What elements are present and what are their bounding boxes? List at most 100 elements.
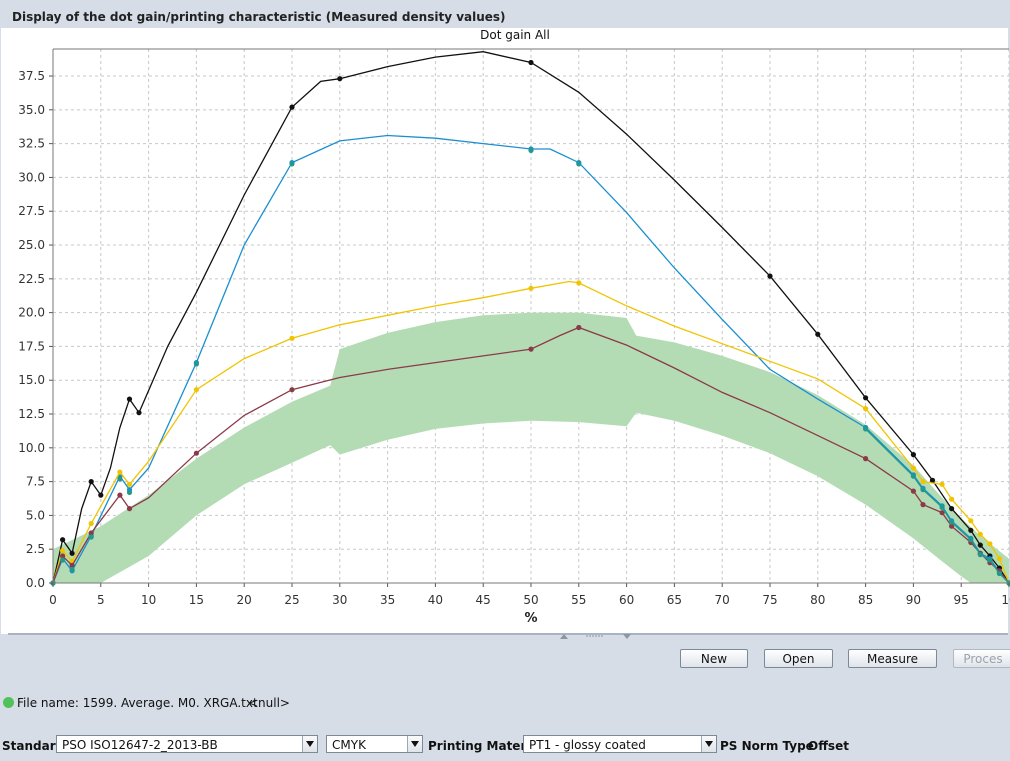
x-tick-label: 95 <box>954 593 969 607</box>
x-tick-label: 75 <box>762 593 777 607</box>
x-tick-label: 45 <box>476 593 491 607</box>
measure-button[interactable]: Measure <box>848 649 937 668</box>
standard-select[interactable]: PSO ISO12647-2_2013-BB <box>56 735 318 753</box>
new-button[interactable]: New <box>680 649 748 668</box>
series-point-5 <box>576 161 582 167</box>
chevron-down-icon[interactable] <box>407 736 422 752</box>
series-point-3 <box>977 531 983 537</box>
tolerance-band-area <box>53 312 1009 583</box>
chevron-down-icon[interactable] <box>302 736 317 752</box>
series-point-3 <box>60 548 66 554</box>
series-point-5 <box>949 519 955 525</box>
series-point-1 <box>929 477 936 483</box>
series-lines <box>50 51 1010 586</box>
x-tick-label: 25 <box>284 593 299 607</box>
x-tick-label: 30 <box>332 593 347 607</box>
series-point-3 <box>939 481 945 487</box>
x-tick-label: 60 <box>619 593 634 607</box>
series-line-3 <box>52 280 1010 584</box>
series-point-5 <box>289 161 295 167</box>
series-point-5 <box>117 476 123 482</box>
series-point-3 <box>910 465 917 471</box>
open-button[interactable]: Open <box>764 649 833 668</box>
series-point-5 <box>968 537 974 543</box>
series-point-3 <box>528 285 534 291</box>
standard-label: Standard <box>2 739 65 753</box>
series-point-4 <box>939 510 945 516</box>
series-point-4 <box>60 553 66 559</box>
series-point-1 <box>968 527 974 533</box>
series-point-3 <box>289 335 295 341</box>
x-tick-label: 0 <box>49 593 57 607</box>
series-point-4 <box>117 492 123 498</box>
tolerance-band <box>53 312 1009 583</box>
y-tick-label: 37.5 <box>18 69 45 83</box>
y-tick-label: 25.0 <box>18 238 45 252</box>
y-tick-label: 17.5 <box>18 339 45 353</box>
x-tick-label: 85 <box>858 593 873 607</box>
splitter-down-icon[interactable] <box>623 634 631 639</box>
y-tick-label: 20.0 <box>18 306 45 320</box>
x-tick-label: 70 <box>715 593 730 607</box>
colorspace-value: CMYK <box>332 738 366 752</box>
panel-title: Display of the dot gain/printing charact… <box>12 10 506 24</box>
series-point-5 <box>863 426 869 432</box>
series-point-1 <box>136 410 142 416</box>
chart-area: Dot gain All 0 5 10 15 20 25 30 35 40 45 50 55 60 65 7… <box>1 28 1010 639</box>
series-point-1 <box>126 396 133 402</box>
x-tick-label: 90 <box>906 593 921 607</box>
series-line-2 <box>52 134 1010 584</box>
process-button[interactable]: Proces <box>953 649 1010 668</box>
y-tick-label: 7.5 <box>26 475 45 489</box>
y-tick-label: 0.0 <box>26 576 45 590</box>
series-point-3 <box>920 479 926 485</box>
series-point-3 <box>126 481 133 487</box>
series-point-3 <box>968 518 974 524</box>
series-point-3 <box>987 541 993 547</box>
x-tick-label: 35 <box>380 593 395 607</box>
x-tick-label: 20 <box>237 593 252 607</box>
series-point-5 <box>939 504 945 510</box>
series-point-4 <box>88 530 94 536</box>
y-tick-label: 5.0 <box>26 508 45 522</box>
series-point-1 <box>863 395 869 401</box>
series-point-4 <box>528 346 534 352</box>
series-point-5 <box>126 489 133 495</box>
series-point-5 <box>996 570 1003 577</box>
series-point-1 <box>60 537 66 543</box>
chart-title: Dot gain All <box>480 28 550 42</box>
series-point-4 <box>949 523 955 529</box>
series-point-5 <box>60 557 66 563</box>
splitter-up-icon[interactable] <box>560 634 568 639</box>
printing-material-select[interactable]: PT1 - glossy coated <box>523 735 717 753</box>
x-tick-label: 55 <box>571 593 586 607</box>
series-point-4 <box>576 324 582 331</box>
settings-bar: Standard PSO ISO12647-2_2013-BB CMYK Pri… <box>0 733 1010 761</box>
null-value-label: <null> <box>248 696 290 710</box>
x-tick-label: 15 <box>189 593 204 607</box>
series-point-3 <box>117 469 123 475</box>
series-point-3 <box>863 406 869 412</box>
x-tick-label: 5 <box>97 593 105 607</box>
chevron-down-icon[interactable] <box>701 736 716 752</box>
printing-material-label: Printing Material <box>428 739 543 753</box>
series-point-5 <box>69 566 75 573</box>
file-name-label: File name: 1599. Average. M0. XRGA.txt <box>17 696 258 710</box>
y-tick-label: 10.0 <box>18 441 45 455</box>
series-point-4 <box>863 456 869 462</box>
x-tick-label: 40 <box>428 593 443 607</box>
series-point-4 <box>69 562 75 569</box>
colorspace-select[interactable]: CMYK <box>326 735 423 753</box>
series-point-4 <box>910 488 917 494</box>
standard-value: PSO ISO12647-2_2013-BB <box>62 738 218 752</box>
series-point-5 <box>193 361 199 367</box>
series-point-1 <box>528 59 534 66</box>
series-point-1 <box>337 76 343 82</box>
series-point-4 <box>193 450 199 456</box>
series-point-3 <box>88 520 94 527</box>
series-point-3 <box>996 556 1003 562</box>
series-point-3 <box>949 496 955 502</box>
series-point-1 <box>88 479 94 485</box>
series-point-4 <box>289 387 295 393</box>
x-tick-label: 65 <box>667 593 682 607</box>
